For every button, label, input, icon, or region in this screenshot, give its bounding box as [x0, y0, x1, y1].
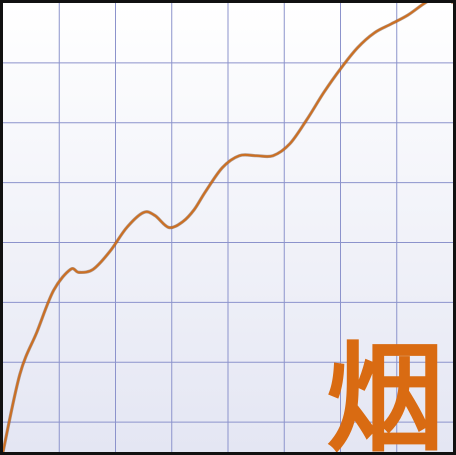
- watermark-glyph: 烟: [326, 329, 444, 455]
